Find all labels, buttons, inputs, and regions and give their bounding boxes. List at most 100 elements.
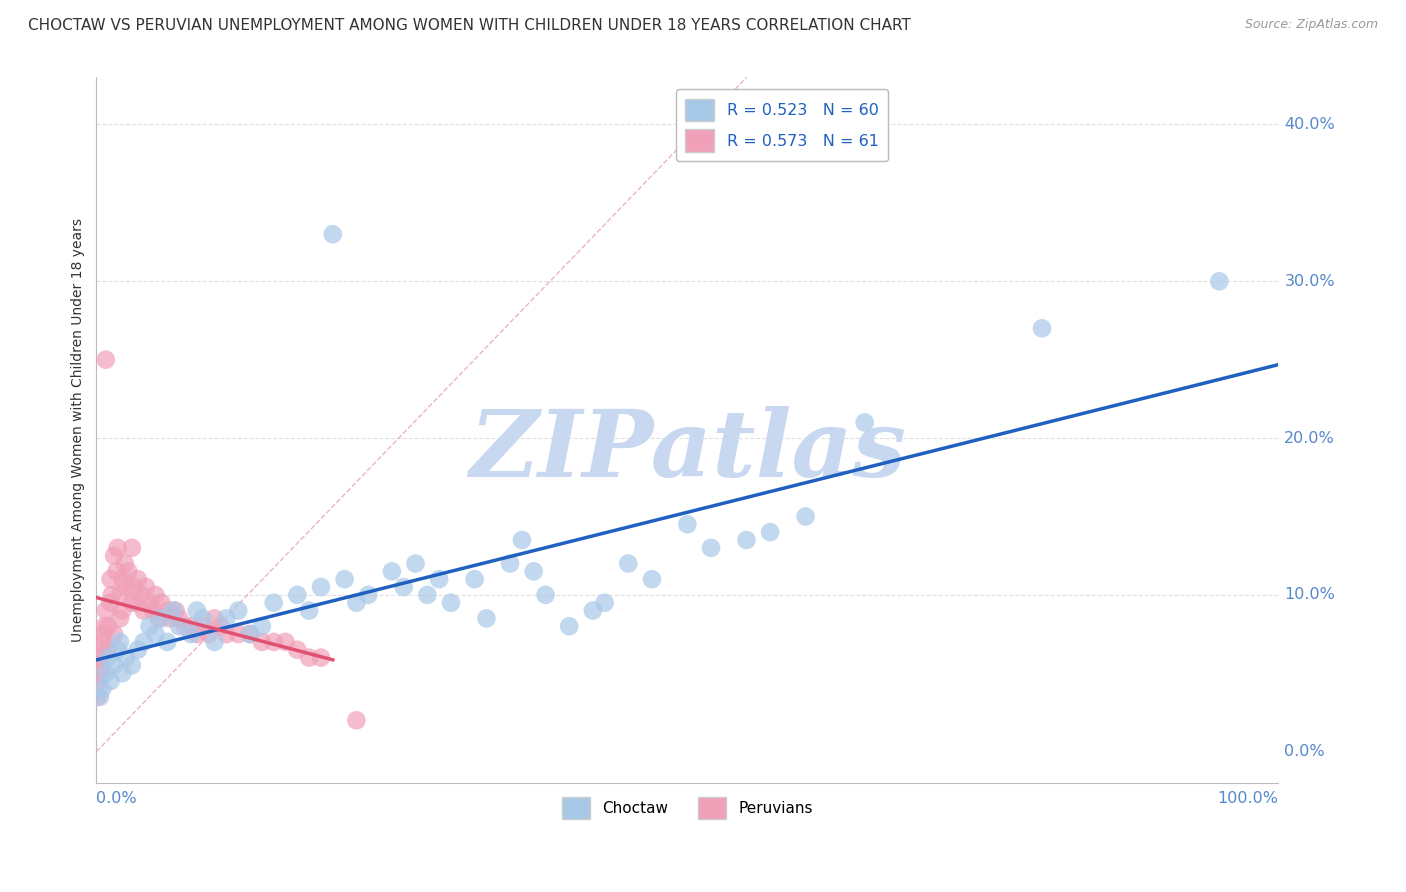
Point <box>108 611 131 625</box>
Y-axis label: Unemployment Among Women with Children Under 18 years: Unemployment Among Women with Children U… <box>72 219 86 642</box>
Point <box>298 603 321 617</box>
Point <box>735 533 758 547</box>
Point <box>162 603 184 617</box>
Text: 30.0%: 30.0% <box>1284 274 1334 289</box>
Point <box>138 596 160 610</box>
Point <box>159 611 181 625</box>
Point <box>853 416 876 430</box>
Point <box>499 557 522 571</box>
Text: 100.0%: 100.0% <box>1218 791 1278 805</box>
Point <box>174 619 197 633</box>
Point <box>107 642 129 657</box>
Point <box>794 509 817 524</box>
Point <box>115 580 138 594</box>
Point <box>215 611 238 625</box>
Point <box>204 611 226 625</box>
Point <box>94 352 117 367</box>
Point <box>156 635 179 649</box>
Point <box>180 619 202 633</box>
Point <box>700 541 723 555</box>
Point <box>344 714 367 728</box>
Point <box>91 635 114 649</box>
Point <box>121 541 143 555</box>
Text: 40.0%: 40.0% <box>1284 117 1336 132</box>
Point <box>100 588 122 602</box>
Point <box>186 603 208 617</box>
Legend: Choctaw, Peruvians: Choctaw, Peruvians <box>555 791 818 825</box>
Point <box>100 572 122 586</box>
Point <box>145 588 167 602</box>
Point <box>115 650 138 665</box>
Point <box>239 627 262 641</box>
Point <box>534 588 557 602</box>
Point <box>111 603 134 617</box>
Text: Source: ZipAtlas.com: Source: ZipAtlas.com <box>1244 18 1378 31</box>
Point <box>94 666 117 681</box>
Point <box>117 565 139 579</box>
Point <box>89 650 111 665</box>
Point <box>94 603 117 617</box>
Point <box>285 588 308 602</box>
Point <box>309 580 332 594</box>
Point <box>125 596 148 610</box>
Point <box>97 650 120 665</box>
Point <box>121 596 143 610</box>
Point <box>129 588 152 602</box>
Point <box>150 596 173 610</box>
Point <box>333 572 356 586</box>
Point <box>617 557 640 571</box>
Point <box>100 596 122 610</box>
Text: 10.0%: 10.0% <box>1284 587 1336 602</box>
Point <box>103 549 125 563</box>
Point <box>108 635 131 649</box>
Point <box>1208 274 1230 288</box>
Point <box>416 588 439 602</box>
Text: ZIPatlas: ZIPatlas <box>468 407 905 497</box>
Point <box>148 611 170 625</box>
Point <box>197 627 219 641</box>
Point <box>111 666 134 681</box>
Point <box>226 603 249 617</box>
Point <box>285 642 308 657</box>
Point <box>142 603 165 617</box>
Point <box>250 635 273 649</box>
Point <box>582 603 605 617</box>
Point <box>97 642 120 657</box>
Point <box>105 565 128 579</box>
Point <box>135 580 157 594</box>
Point <box>274 635 297 649</box>
Point <box>464 572 486 586</box>
Point <box>103 658 125 673</box>
Point <box>186 627 208 641</box>
Point <box>122 580 145 594</box>
Point <box>1031 321 1053 335</box>
Point <box>510 533 533 547</box>
Point <box>121 658 143 673</box>
Point <box>165 603 187 617</box>
Point <box>523 565 546 579</box>
Text: CHOCTAW VS PERUVIAN UNEMPLOYMENT AMONG WOMEN WITH CHILDREN UNDER 18 YEARS CORREL: CHOCTAW VS PERUVIAN UNEMPLOYMENT AMONG W… <box>28 18 911 33</box>
Point <box>357 588 380 602</box>
Point <box>322 227 344 242</box>
Point <box>127 572 149 586</box>
Point <box>309 650 332 665</box>
Point <box>156 603 179 617</box>
Point <box>87 674 110 689</box>
Point <box>167 611 190 625</box>
Point <box>89 666 111 681</box>
Point <box>427 572 450 586</box>
Point <box>405 557 427 571</box>
Point <box>90 658 112 673</box>
Point <box>93 627 115 641</box>
Point <box>132 635 155 649</box>
Point <box>239 627 262 641</box>
Point <box>91 681 114 696</box>
Point <box>150 611 173 625</box>
Point <box>145 627 167 641</box>
Point <box>108 588 131 602</box>
Text: 0.0%: 0.0% <box>97 791 136 805</box>
Point <box>558 619 581 633</box>
Point <box>103 627 125 641</box>
Point <box>215 627 238 641</box>
Point <box>127 642 149 657</box>
